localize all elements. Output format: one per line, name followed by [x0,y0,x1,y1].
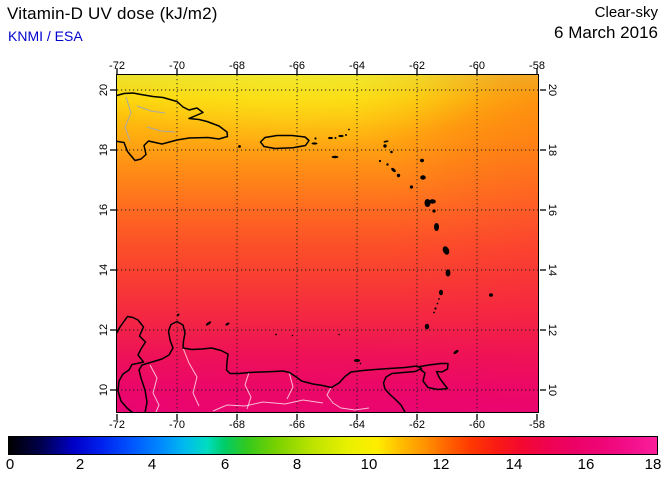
lon-tick-label-bottom: -68 [229,419,245,431]
lat-tick-label-right: 12 [546,323,558,337]
colorbar-tick-label: 4 [147,456,157,473]
lat-tick-label-right: 18 [546,143,558,157]
lat-tick-label-right: 14 [546,263,558,277]
lat-tick-label-left: 20 [98,83,110,97]
small-islands [176,128,493,365]
colorbar-tick-label: 14 [505,456,523,473]
lon-tick-label-top: -60 [469,60,485,72]
lon-tick-label-top: -58 [529,60,545,72]
lon-tick-label-top: -70 [169,60,185,72]
lon-tick-label-bottom: -60 [469,419,485,431]
map-overlay-svg [117,75,538,412]
lon-tick-label-bottom: -72 [109,419,125,431]
hispaniola-interior-lines [124,96,176,142]
lon-tick-label-bottom: -62 [409,419,425,431]
lat-tick-label-left: 10 [98,383,110,397]
grid-lines [117,75,538,412]
lon-tick-label-bottom: -66 [289,419,305,431]
lon-tick-label-bottom: -70 [169,419,185,431]
colorbar-tick-label: 18 [644,456,662,473]
credit-label: KNMI / ESA [8,28,83,44]
lon-tick-label-bottom: -58 [529,419,545,431]
uv-field-shading [117,75,538,412]
lon-tick-label-bottom: -64 [349,419,365,431]
coastlines [117,92,449,412]
lat-tick-label-left: 14 [98,263,110,277]
lon-tick-label-top: -62 [409,60,425,72]
colorbar [8,436,658,455]
colorbar-tick-label: 16 [577,456,595,473]
map-area [116,74,539,413]
lat-tick-label-left: 18 [98,143,110,157]
lat-tick-label-left: 12 [98,323,110,337]
colorbar-tick-label: 8 [292,456,302,473]
page-title: Vitamin-D UV dose (kJ/m2) [7,4,218,23]
coastline-south-america [117,315,147,412]
colorbar-tick-label: 12 [432,456,450,473]
lat-tick-label-right: 16 [546,203,558,217]
lon-tick-label-top: -72 [109,60,125,72]
coastline-puerto-rico [259,134,310,150]
river-border-lines [149,347,370,412]
lon-tick-label-top: -66 [289,60,305,72]
colorbar-tick-label: 6 [220,456,230,473]
colorbar-tick-label: 10 [360,456,378,473]
sky-condition-label: Clear-sky [594,4,658,21]
coastline-hispaniola [117,92,229,162]
lon-tick-label-top: -68 [229,60,245,72]
colorbar-tick-label: 0 [5,456,15,473]
coastline-south-america-east [138,320,423,412]
lon-tick-label-top: -64 [349,60,365,72]
date-label: 6 March 2016 [554,23,658,42]
lat-tick-label-left: 16 [98,203,110,217]
colorbar-tick-label: 2 [75,456,85,473]
coastline-trinidad [419,362,449,391]
lat-tick-label-right: 20 [546,83,558,97]
lat-tick-label-right: 10 [546,383,558,397]
colorbar-gradient [9,437,657,454]
